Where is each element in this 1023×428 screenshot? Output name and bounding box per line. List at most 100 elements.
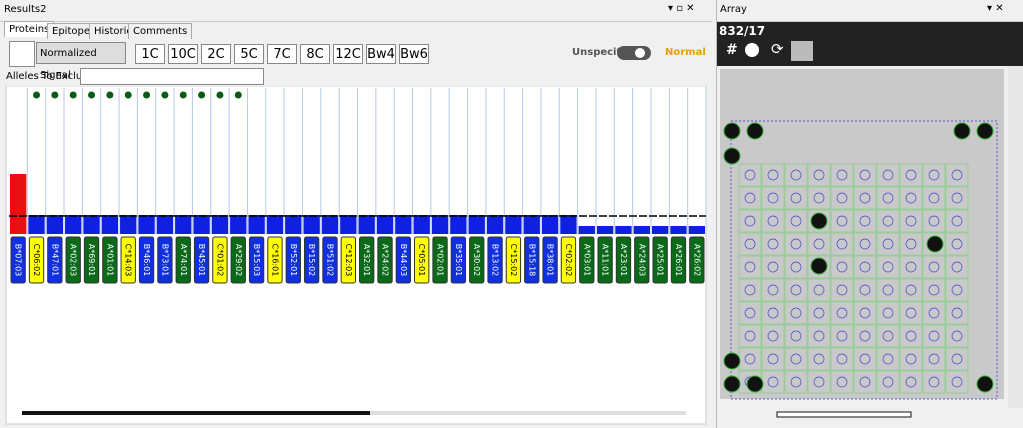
spot-cell [922,301,946,325]
spot-cell [761,232,785,256]
bar [596,226,614,234]
spot-cell [738,324,762,348]
spot [790,307,802,319]
spot [813,376,825,388]
spot-cell [945,301,969,325]
spot-cell [738,301,762,325]
tab[interactable]: Comments [128,23,193,39]
h-scrollbar[interactable] [776,411,912,418]
spot-cell [738,163,762,187]
spot [951,284,963,296]
filter-button[interactable]: 1C [135,44,165,64]
spot [928,192,940,204]
spot [905,215,917,227]
spot-cell [876,301,900,325]
allele-label: C*05:01 [417,244,426,277]
panel-title: Results2 [4,4,47,15]
bar [688,226,705,234]
allele-label: B*15:03 [252,244,261,277]
spot-cell [761,278,785,302]
bar [285,215,302,234]
allele-label: B*15:18 [527,244,536,277]
spot-cell [876,370,900,394]
circle-button[interactable] [745,43,759,57]
spot [767,215,779,227]
spot [882,330,894,342]
filter-button[interactable]: Bw4 [366,44,396,64]
spot [767,376,779,388]
allele-label: B*73:01 [160,244,169,277]
left-header: Results2 ▾ ▫ ✕ [0,0,712,22]
toggle[interactable] [617,46,651,60]
spot-cell [922,324,946,348]
allele-label-box [432,236,448,284]
allele-label: B*44:03 [399,244,408,277]
spot [836,330,848,342]
spot [790,261,802,273]
spot-cell [830,255,854,279]
filter-input[interactable] [80,68,264,85]
dot [161,91,169,99]
bar [175,215,192,234]
filter-label: Alleles To Exclude: [6,71,99,82]
chart-icon-button[interactable] [9,41,35,67]
allele-label: C*16:01 [270,244,279,277]
control-spot [976,375,994,393]
allele-label-box [138,236,155,284]
eye-button[interactable] [791,41,813,61]
dropdown[interactable]: Normalized Signal▾ [36,42,126,81]
dropdown-text: Normalized Signal [40,48,97,81]
spot-cell [807,232,831,256]
spot-cell [807,186,831,210]
allele-label: A*74:01 [179,244,188,277]
spot [905,307,917,319]
allele-label: C*12:03 [344,244,353,277]
filter-button[interactable]: 8C [300,44,330,64]
filter-button[interactable]: 5C [234,44,264,64]
spot-cell [807,278,831,302]
spot-cell [738,209,762,233]
spot [882,192,894,204]
array-id: 832/17 [719,24,766,38]
toggle-right-label: Normal [665,47,706,58]
window-buttons[interactable]: ▾ ✕ [987,3,1004,14]
dot [179,91,187,99]
filter-button[interactable]: 7C [267,44,297,64]
spot [790,192,802,204]
spot-cell [784,324,808,348]
window-buttons[interactable]: ▾ ▫ ✕ [668,3,695,14]
allele-label: A*11:01 [601,244,610,277]
spot [836,307,848,319]
spot [882,284,894,296]
v-scrollbar[interactable] [1008,66,1023,408]
scrollbar-thumb[interactable] [22,411,370,415]
spot [859,261,871,273]
refresh-button[interactable]: ⟳ [771,40,784,58]
allele-label: A*25:01 [656,244,665,277]
spot [744,169,756,181]
filter-button[interactable]: 10C [168,44,198,64]
dot [88,91,96,99]
spot-cell [922,255,946,279]
bar [615,226,632,234]
spot [813,238,825,250]
control-spot [723,122,741,140]
spot [813,192,825,204]
bar [413,215,430,234]
bar [468,215,485,234]
spot [951,169,963,181]
filter-button[interactable]: 12C [333,44,363,64]
spot-cell [899,347,923,371]
bar [10,174,27,234]
bar [211,215,229,234]
allele-label: B*35:01 [454,244,463,277]
spot [928,376,940,388]
control-spot [723,352,741,370]
filter-button[interactable]: Bw6 [399,44,429,64]
bar [83,215,100,234]
hash-button[interactable]: # [726,42,738,58]
array-title: Array [720,4,747,15]
control-spot [810,212,828,230]
filter-button[interactable]: 2C [201,44,231,64]
